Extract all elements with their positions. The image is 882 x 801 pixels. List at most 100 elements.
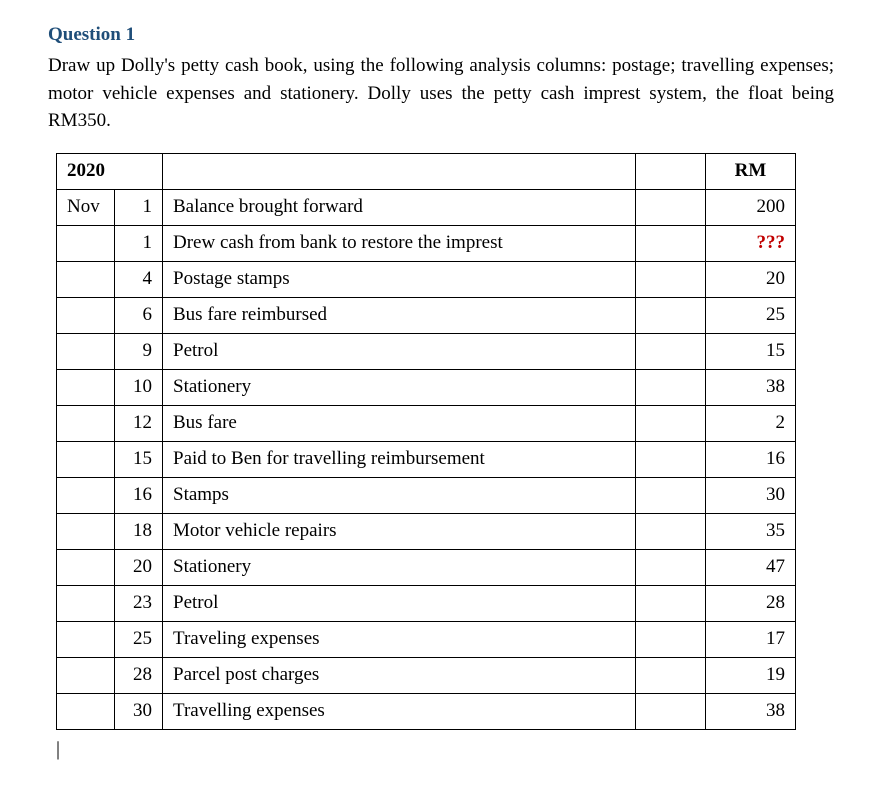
cell-amount: ??? xyxy=(706,225,796,261)
cell-day: 30 xyxy=(115,693,163,729)
cell-amount: 47 xyxy=(706,549,796,585)
table-row: 10Stationery 38 xyxy=(57,369,796,405)
cell-description: Stamps xyxy=(163,477,636,513)
cell-month: Nov xyxy=(57,189,115,225)
cell-gap xyxy=(636,657,706,693)
cell-description: Stationery xyxy=(163,549,636,585)
cell-amount: 38 xyxy=(706,693,796,729)
cell-amount: 17 xyxy=(706,621,796,657)
table-row: 30Travelling expenses 38 xyxy=(57,693,796,729)
cell-description: Petrol xyxy=(163,333,636,369)
table-row: 25Traveling expenses 17 xyxy=(57,621,796,657)
cell-day: 1 xyxy=(115,225,163,261)
table-row: 12Bus fare 2 xyxy=(57,405,796,441)
cell-gap xyxy=(636,621,706,657)
cell-amount: 2 xyxy=(706,405,796,441)
cell-description: Motor vehicle repairs xyxy=(163,513,636,549)
page: Question 1 Draw up Dolly's petty cash bo… xyxy=(0,0,882,801)
cell-month xyxy=(57,297,115,333)
cell-gap xyxy=(636,369,706,405)
cell-amount: 19 xyxy=(706,657,796,693)
cell-day: 9 xyxy=(115,333,163,369)
cell-month xyxy=(57,441,115,477)
cell-amount: 200 xyxy=(706,189,796,225)
cell-description: Bus fare xyxy=(163,405,636,441)
cell-description: Traveling expenses xyxy=(163,621,636,657)
cell-gap xyxy=(636,405,706,441)
cell-day: 18 xyxy=(115,513,163,549)
cell-description: Bus fare reimbursed xyxy=(163,297,636,333)
table-row: 20Stationery 47 xyxy=(57,549,796,585)
cell-day: 4 xyxy=(115,261,163,297)
table-row: 6Bus fare reimbursed 25 xyxy=(57,297,796,333)
question-title: Question 1 xyxy=(48,24,834,46)
cell-month xyxy=(57,225,115,261)
cell-description: Parcel post charges xyxy=(163,657,636,693)
cell-gap xyxy=(636,585,706,621)
cell-description: Travelling expenses xyxy=(163,693,636,729)
table-header: 2020 RM xyxy=(57,153,796,189)
cell-day: 23 xyxy=(115,585,163,621)
table-header-row: 2020 RM xyxy=(57,153,796,189)
cell-gap xyxy=(636,261,706,297)
table-row: 23Petrol 28 xyxy=(57,585,796,621)
cell-month xyxy=(57,657,115,693)
cell-day: 28 xyxy=(115,657,163,693)
header-year: 2020 xyxy=(57,153,163,189)
table-row: 18Motor vehicle repairs 35 xyxy=(57,513,796,549)
cell-amount: 28 xyxy=(706,585,796,621)
header-gap-blank xyxy=(636,153,706,189)
cell-amount: 16 xyxy=(706,441,796,477)
cell-month xyxy=(57,369,115,405)
cell-gap xyxy=(636,441,706,477)
cell-gap xyxy=(636,549,706,585)
petty-cash-table: 2020 RM Nov1Balance brought forward2001D… xyxy=(56,153,796,730)
table-row: 1Drew cash from bank to restore the impr… xyxy=(57,225,796,261)
cell-month xyxy=(57,513,115,549)
table-body: Nov1Balance brought forward2001Drew cash… xyxy=(57,189,796,729)
cell-description: Petrol xyxy=(163,585,636,621)
cell-month xyxy=(57,333,115,369)
cell-day: 10 xyxy=(115,369,163,405)
cell-day: 15 xyxy=(115,441,163,477)
cell-gap xyxy=(636,513,706,549)
cell-month xyxy=(57,549,115,585)
table-row: 28Parcel post charges 19 xyxy=(57,657,796,693)
table-row: 9Petrol 15 xyxy=(57,333,796,369)
cell-amount: 25 xyxy=(706,297,796,333)
cell-amount: 35 xyxy=(706,513,796,549)
cell-gap xyxy=(636,477,706,513)
cell-gap xyxy=(636,333,706,369)
cell-amount: 15 xyxy=(706,333,796,369)
cell-description: Postage stamps xyxy=(163,261,636,297)
cell-day: 25 xyxy=(115,621,163,657)
cell-amount: 20 xyxy=(706,261,796,297)
text-cursor: | xyxy=(56,738,834,761)
cell-month xyxy=(57,693,115,729)
cell-description: Paid to Ben for travelling reimbursement xyxy=(163,441,636,477)
table-row: Nov1Balance brought forward 200 xyxy=(57,189,796,225)
cell-month xyxy=(57,621,115,657)
table-row: 15Paid to Ben for travelling reimburseme… xyxy=(57,441,796,477)
cell-day: 6 xyxy=(115,297,163,333)
cell-day: 16 xyxy=(115,477,163,513)
cell-amount: 38 xyxy=(706,369,796,405)
cell-day: 1 xyxy=(115,189,163,225)
cell-description: Balance brought forward xyxy=(163,189,636,225)
cell-month xyxy=(57,477,115,513)
cell-gap xyxy=(636,693,706,729)
cell-amount: 30 xyxy=(706,477,796,513)
cell-month xyxy=(57,585,115,621)
cell-gap xyxy=(636,297,706,333)
cell-day: 20 xyxy=(115,549,163,585)
cell-day: 12 xyxy=(115,405,163,441)
cell-month xyxy=(57,405,115,441)
cell-gap xyxy=(636,189,706,225)
header-desc-blank xyxy=(163,153,636,189)
header-amount: RM xyxy=(706,153,796,189)
cell-description: Drew cash from bank to restore the impre… xyxy=(163,225,636,261)
table-row: 16Stamps 30 xyxy=(57,477,796,513)
cell-month xyxy=(57,261,115,297)
cell-gap xyxy=(636,225,706,261)
cell-description: Stationery xyxy=(163,369,636,405)
